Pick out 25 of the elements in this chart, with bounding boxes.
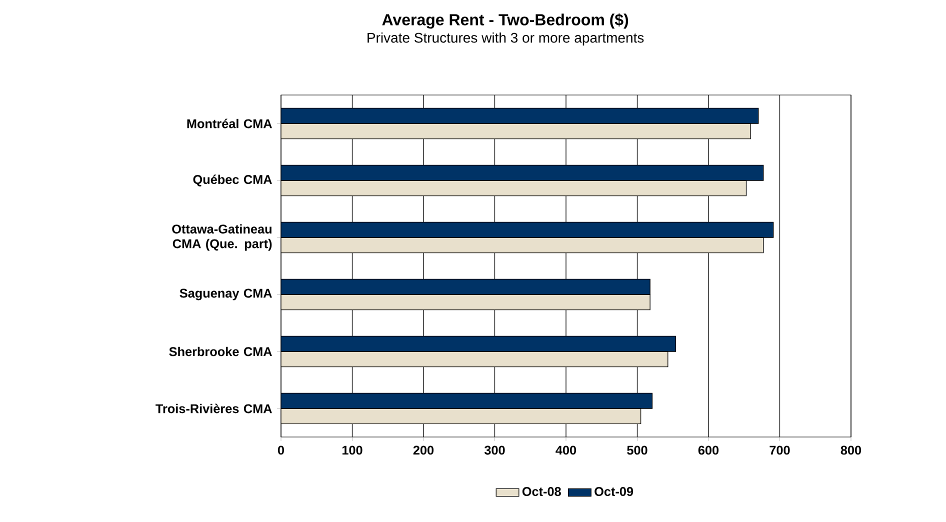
y-tick-label: Ottawa-Gatineau CMA (Que. part) (172, 224, 272, 251)
legend-label: Oct-08 (522, 487, 561, 496)
chart-subtitle: Private Structures with 3 or more apartments (368, 32, 644, 46)
chart-title: Average Rent - Two-Bedroom ($) (382, 13, 628, 29)
x-tick-label: 300 (484, 446, 505, 455)
bar (281, 164, 764, 181)
y-tick-label: Sherbrooke CMA (169, 346, 272, 356)
x-tick-label: 600 (698, 446, 719, 455)
x-tick-label: 800 (840, 446, 862, 455)
bar (281, 392, 653, 409)
bar (281, 108, 759, 124)
bar (281, 336, 676, 352)
y-tick-label: Québec CMA (193, 174, 272, 186)
bar (281, 222, 774, 238)
x-tick-label: 500 (627, 446, 648, 455)
legend-label: Oct-09 (594, 487, 634, 496)
bar (281, 278, 650, 295)
x-tick-label: 400 (556, 446, 576, 455)
x-tick-label: 100 (342, 446, 362, 455)
y-tick-label: Saguenay CMA (180, 288, 272, 300)
y-tick-label: Trois-Rivières CMA (156, 404, 272, 414)
x-tick-label: 200 (413, 446, 434, 455)
x-tick-label: 700 (770, 446, 790, 455)
y-tick-label: Montréal CMA (187, 118, 272, 128)
x-tick-label: 0 (278, 446, 284, 455)
